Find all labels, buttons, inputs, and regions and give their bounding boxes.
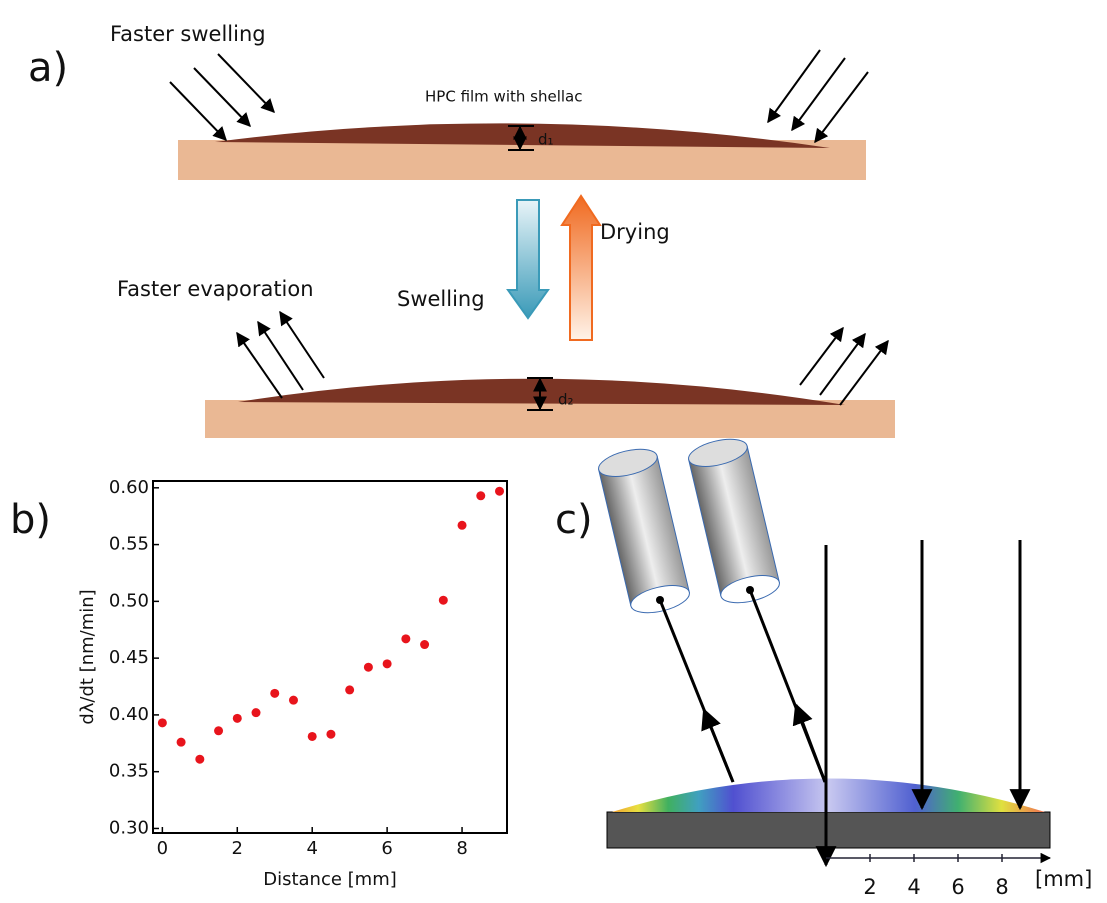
point	[382, 659, 392, 669]
x-axis-label: Distance [mm]	[263, 869, 397, 890]
y-tick-label: 0.55	[109, 534, 149, 555]
point	[438, 595, 448, 605]
detector	[598, 448, 690, 614]
panel-label: a)	[28, 45, 68, 91]
panel-label: b)	[10, 497, 51, 543]
point	[270, 688, 280, 698]
arrows	[236, 310, 889, 411]
plot-frame	[152, 480, 508, 834]
y-tick-label: 0.50	[109, 590, 149, 611]
annotation: d₁	[538, 131, 554, 149]
scale-tick-label: 2	[863, 875, 876, 899]
y-tick-label: 0.30	[109, 817, 149, 838]
scale-unit: [mm]	[1035, 867, 1092, 891]
panel-label: c)	[555, 497, 593, 543]
point	[495, 486, 505, 496]
x-tick-label: 2	[232, 838, 243, 859]
point	[307, 731, 317, 741]
point	[157, 718, 167, 728]
y-tick-label: 0.35	[109, 761, 149, 782]
y-axis-label: dλ/dt [nm/min]	[77, 589, 98, 724]
point	[288, 695, 298, 705]
film	[238, 378, 845, 405]
point	[420, 640, 430, 650]
y-tick-label: 0.60	[109, 477, 149, 498]
point	[232, 713, 242, 723]
annotation: Swelling	[397, 287, 485, 311]
x-tick-label: 6	[381, 838, 392, 859]
point	[195, 754, 205, 764]
point	[214, 726, 224, 736]
drying-arrow	[560, 194, 602, 341]
x-tick-label: 4	[306, 838, 317, 859]
point	[345, 685, 355, 695]
annotation: Drying	[600, 220, 670, 244]
swelling-arrow	[506, 199, 550, 320]
y-tick-label: 0.40	[109, 704, 149, 725]
annotation: Faster swelling	[110, 22, 266, 46]
substrate	[205, 400, 895, 438]
point	[476, 491, 486, 501]
point	[363, 662, 373, 672]
scale-tick-label: 8	[995, 875, 1008, 899]
arrows	[169, 49, 869, 151]
scale-tick-label: 4	[907, 875, 920, 899]
x-tick-label: 0	[157, 838, 168, 859]
annotation: Faster evaporation	[117, 277, 314, 301]
substrate	[606, 811, 1051, 849]
scale: 2 4 6 8	[863, 854, 1009, 899]
point	[326, 729, 336, 739]
x-tick-label: 8	[456, 838, 467, 859]
detector	[688, 438, 780, 604]
annotation: d₂	[558, 391, 574, 409]
scale-tick-label: 6	[951, 875, 964, 899]
point	[251, 708, 261, 718]
point	[401, 634, 411, 644]
point	[176, 737, 186, 747]
y-tick-label: 0.45	[109, 647, 149, 668]
point	[457, 520, 467, 530]
light-rays	[656, 540, 1052, 868]
scatter-plot: 0.30 0.35 0.40 0.45 0.50 0.55 0.60 0 2 4 6 8 Distanc…	[77, 477, 508, 890]
film	[612, 778, 1045, 812]
annotation: HPC film with shellac	[425, 88, 582, 106]
